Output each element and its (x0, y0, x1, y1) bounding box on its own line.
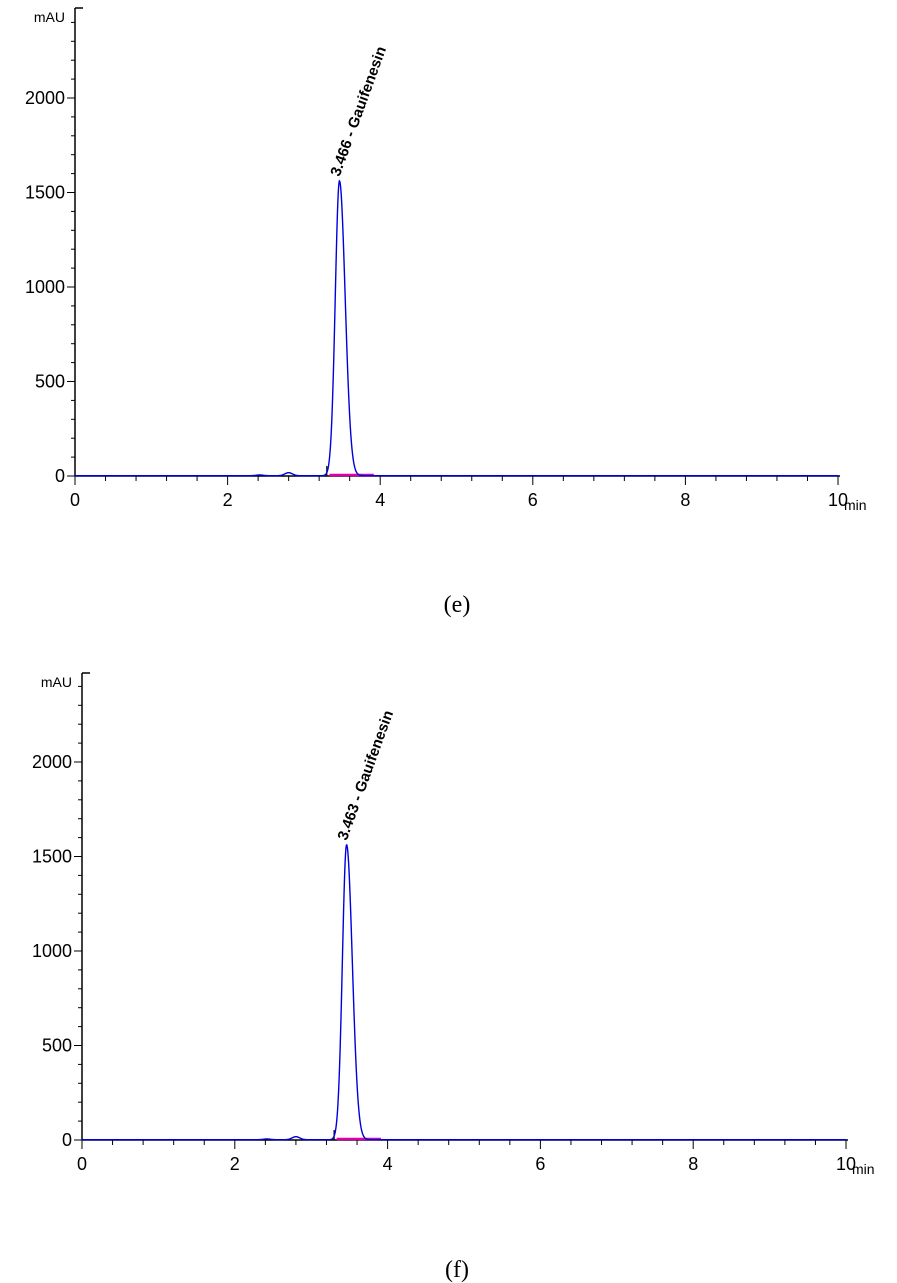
x-tick-label: 4 (375, 490, 385, 510)
y-tick-label: 1000 (32, 941, 72, 961)
panel-caption: (e) (444, 592, 471, 618)
x-tick-label: 2 (230, 1154, 240, 1174)
y-tick-label: 0 (62, 1130, 72, 1150)
x-tick-label: 6 (528, 490, 538, 510)
y-tick-label: 2000 (32, 752, 72, 772)
y-axis-label: mAU (34, 9, 65, 25)
y-tick-label: 1500 (25, 183, 65, 203)
y-tick-label: 500 (35, 372, 65, 392)
y-tick-label: 0 (55, 466, 65, 486)
x-tick-label: 8 (688, 1154, 698, 1174)
panel-caption: (f) (445, 1257, 469, 1283)
x-tick-label: 4 (383, 1154, 393, 1174)
x-axis-label: min (852, 1161, 875, 1177)
y-tick-label: 1000 (25, 277, 65, 297)
x-tick-label: 0 (70, 490, 80, 510)
peak-label: 3.463 - Gauifenesin (334, 708, 397, 842)
y-tick-label: 500 (42, 1036, 72, 1056)
x-tick-label: 8 (680, 490, 690, 510)
signal-trace (75, 179, 838, 477)
x-tick-label: 10 (836, 1154, 856, 1174)
x-axis-label: min (844, 497, 867, 513)
signal-trace (82, 843, 846, 1141)
y-tick-label: 1500 (32, 847, 72, 867)
x-tick-label: 10 (828, 490, 848, 510)
y-axis-label: mAU (41, 674, 72, 690)
x-tick-label: 0 (77, 1154, 87, 1174)
peak-label: 3.466 - Gauifenesin (327, 44, 390, 178)
y-tick-label: 2000 (25, 88, 65, 108)
x-tick-label: 6 (535, 1154, 545, 1174)
x-tick-label: 2 (223, 490, 233, 510)
